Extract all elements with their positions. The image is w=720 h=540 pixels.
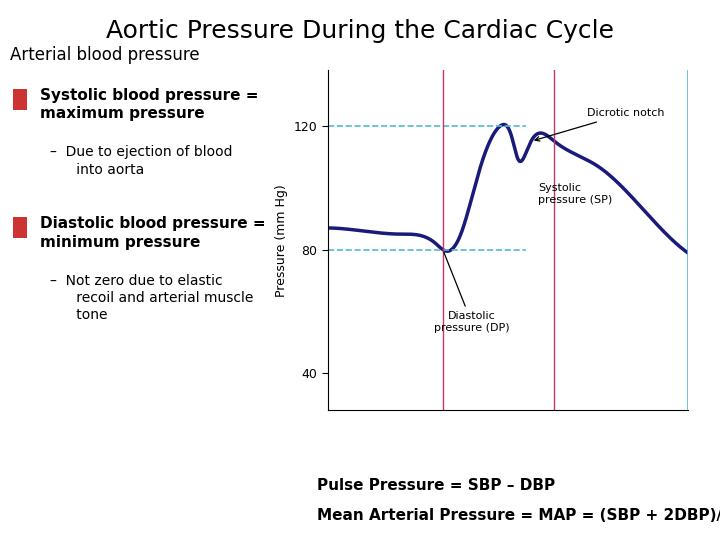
- Text: Pulse Pressure = SBP – DBP: Pulse Pressure = SBP – DBP: [317, 478, 555, 493]
- Text: –  Due to ejection of blood
      into aorta: – Due to ejection of blood into aorta: [50, 145, 232, 177]
- FancyBboxPatch shape: [13, 89, 27, 110]
- Text: Arterial blood pressure: Arterial blood pressure: [10, 46, 200, 64]
- Text: Diastolic blood pressure =
minimum pressure: Diastolic blood pressure = minimum press…: [40, 216, 266, 250]
- Text: Aortic Pressure During the Cardiac Cycle: Aortic Pressure During the Cardiac Cycle: [106, 19, 614, 43]
- Text: Systolic
pressure (SP): Systolic pressure (SP): [539, 183, 613, 205]
- Text: Dicrotic notch: Dicrotic notch: [535, 109, 665, 141]
- Text: –  Not zero due to elastic
      recoil and arterial muscle
      tone: – Not zero due to elastic recoil and art…: [50, 274, 253, 322]
- Y-axis label: Pressure (mm Hg): Pressure (mm Hg): [275, 184, 288, 296]
- Text: Systolic blood pressure =
maximum pressure: Systolic blood pressure = maximum pressu…: [40, 88, 259, 122]
- Text: Mean Arterial Pressure = MAP = (SBP + 2DBP)/3: Mean Arterial Pressure = MAP = (SBP + 2D…: [317, 508, 720, 523]
- FancyBboxPatch shape: [13, 217, 27, 238]
- Text: Diastolic
pressure (DP): Diastolic pressure (DP): [433, 252, 510, 333]
